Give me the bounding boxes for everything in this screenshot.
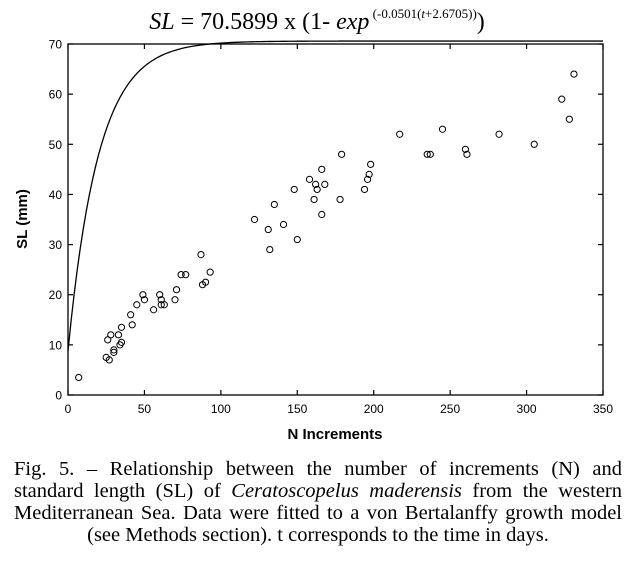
y-tick-label: 70 — [49, 38, 63, 52]
y-axis-label: SL (mm) — [14, 189, 31, 249]
data-point — [318, 210, 326, 219]
scatter-chart: 0 50 100 150 200 250 300 350 0 10 20 30 40 50 60 70 N … — [14, 38, 614, 444]
caption-part1: Fig. 5. – Relationship between the numbe… — [14, 458, 622, 502]
data-point — [461, 145, 470, 153]
data-point — [117, 338, 126, 346]
data-point — [290, 185, 298, 194]
data-point — [105, 356, 113, 364]
data-point — [157, 301, 165, 309]
equation-close: ) — [476, 9, 485, 35]
data-point — [396, 130, 404, 138]
data-point — [438, 125, 447, 133]
data-point — [206, 268, 214, 276]
data-point — [313, 185, 321, 194]
data-point — [117, 323, 126, 331]
equation-mid: x (1- — [278, 9, 337, 35]
equation-eq: = — [174, 9, 201, 35]
x-axis-label: N Increments — [287, 426, 382, 443]
data-point — [558, 95, 566, 103]
data-point — [293, 235, 301, 244]
data-point — [107, 331, 115, 339]
data-point — [495, 130, 503, 138]
data-point — [360, 185, 369, 194]
data-point — [157, 296, 165, 304]
y-tick-label: 50 — [49, 138, 63, 152]
x-tick-label: 100 — [211, 402, 231, 416]
y-tick-label: 20 — [49, 288, 63, 302]
data-point — [139, 291, 147, 299]
equation-fn: exp — [336, 9, 370, 35]
data-point — [270, 200, 278, 209]
data-point — [305, 175, 314, 183]
data-point — [365, 170, 373, 178]
data-point — [104, 336, 112, 344]
x-tick-labels: 0 50 100 150 200 250 300 350 — [65, 402, 614, 416]
equation-coef: 70.5899 — [200, 9, 279, 35]
data-point — [266, 245, 274, 254]
y-tick-label: 10 — [49, 338, 63, 352]
data-point — [312, 180, 320, 188]
data-point — [110, 346, 118, 354]
data-points — [75, 70, 578, 382]
data-point — [197, 251, 205, 259]
y-tick-label: 60 — [49, 88, 63, 102]
axis-ticks — [67, 43, 604, 396]
data-point — [530, 140, 538, 148]
y-tick-label: 40 — [49, 188, 63, 202]
data-point — [201, 278, 210, 286]
data-point — [426, 150, 434, 158]
data-point — [127, 311, 135, 319]
data-point — [336, 195, 344, 204]
data-point — [423, 150, 431, 158]
data-point — [172, 286, 181, 294]
data-point — [279, 220, 288, 229]
equation-exponent-tail: +2.6705)) — [425, 6, 477, 21]
data-point — [250, 215, 259, 224]
data-point — [321, 180, 329, 188]
equation-title: SL = 70.5899 x (1- exp (-0.0501(t+2.6705… — [0, 6, 634, 36]
data-point — [364, 175, 372, 183]
caption-species: Ceratoscopelus maderensis — [231, 480, 462, 502]
equation-exponent: (-0.0501(t+2.6705)) — [369, 6, 477, 21]
y-tick-label: 30 — [49, 238, 63, 252]
data-point — [171, 296, 179, 304]
plot-frame — [67, 43, 604, 396]
equation-exponent-head: (-0.0501( — [369, 6, 422, 21]
data-point — [570, 70, 578, 78]
x-tick-label: 300 — [517, 402, 537, 416]
data-point — [182, 271, 190, 279]
data-point — [338, 150, 346, 158]
figure-caption: Fig. 5. – Relationship between the numbe… — [14, 458, 622, 546]
y-tick-label: 0 — [55, 389, 62, 403]
data-point — [565, 115, 573, 123]
data-point — [133, 301, 141, 309]
x-tick-label: 250 — [440, 402, 460, 416]
x-tick-label: 350 — [593, 402, 613, 416]
data-point — [110, 348, 118, 356]
x-tick-label: 0 — [65, 402, 72, 416]
data-point — [140, 296, 149, 304]
data-point — [128, 321, 136, 329]
x-tick-label: 150 — [287, 402, 307, 416]
x-tick-label: 200 — [364, 402, 384, 416]
data-point — [150, 306, 158, 314]
fit-curve — [67, 40, 603, 351]
data-point — [264, 225, 272, 234]
data-point — [114, 331, 123, 339]
data-point — [160, 301, 168, 309]
data-point — [310, 195, 318, 204]
data-point — [156, 291, 164, 299]
data-point — [318, 165, 326, 173]
x-tick-label: 50 — [138, 402, 152, 416]
data-point — [177, 271, 185, 279]
equation-exponent-var: t — [421, 6, 426, 21]
y-tick-labels: 0 10 20 30 40 50 60 70 — [49, 38, 63, 403]
data-point — [463, 150, 471, 158]
equation-lhs: SL — [149, 9, 175, 35]
data-point — [367, 160, 375, 168]
caption-part2: from the western Mediterranean Sea. Data… — [14, 480, 623, 546]
data-point — [75, 373, 83, 382]
